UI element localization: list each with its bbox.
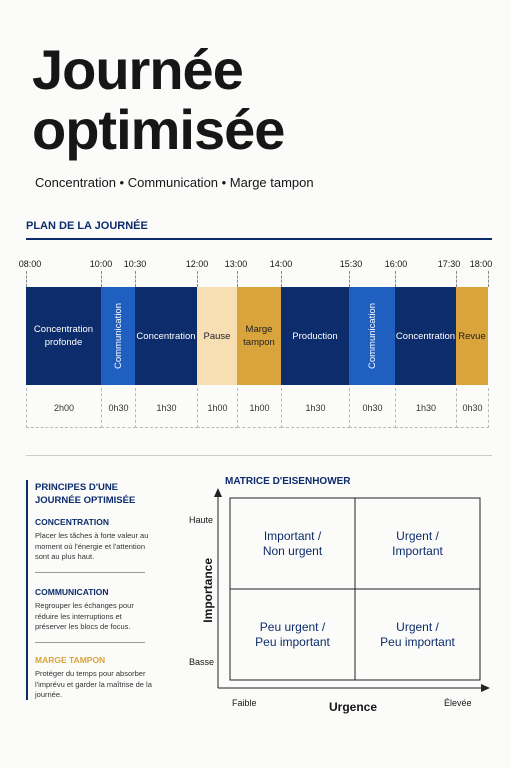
time-label: 16:00	[384, 259, 408, 269]
time-block: Concentration	[395, 287, 456, 385]
time-label: 08:00	[18, 259, 42, 269]
title: Journée optimisée	[32, 38, 285, 161]
title-line: Journée	[32, 38, 244, 101]
time-tick	[26, 271, 27, 287]
accent-line	[26, 480, 28, 700]
quadrant-label: Non urgent	[262, 543, 323, 558]
quadrant-label: Urgent /	[396, 528, 439, 543]
time-tick	[456, 271, 457, 287]
time-tick	[101, 271, 102, 287]
quadrant-label: Urgent /	[396, 619, 439, 634]
time-block: Marge tampon	[237, 287, 281, 385]
time-label: 10:30	[123, 259, 147, 269]
block-label: Pause	[203, 330, 231, 342]
time-block: Revue	[456, 287, 488, 385]
time-block: Concentration	[135, 287, 197, 385]
title-line: optimisée	[32, 98, 285, 161]
block-label: Production	[292, 330, 338, 342]
section-title: PLAN DE LA JOURNÉE	[26, 220, 148, 232]
time-tick	[281, 271, 282, 287]
time-tick	[197, 271, 198, 287]
time-label: 14:00	[269, 259, 293, 269]
quadrant-label: Peu important	[255, 634, 330, 649]
time-tick	[488, 271, 489, 287]
separator	[35, 642, 145, 643]
arrow	[481, 684, 490, 692]
time-block: Production	[281, 287, 349, 385]
time-tick	[395, 271, 396, 287]
quadrant-label: Peu important	[380, 634, 455, 649]
arrow	[214, 488, 222, 497]
block-label: Concentration	[395, 330, 456, 342]
time-block: Concentration profonde	[26, 287, 101, 385]
subtitle: Concentration • Communication • Marge ta…	[35, 175, 314, 190]
section-title: PRINCIPES D'UNE JOURNÉE OPTIMISÉE	[35, 482, 136, 506]
principle-text: Placer les tâches à forte valeur au mome…	[35, 531, 149, 561]
time-label: 17:30	[437, 259, 461, 269]
axis-label: Haute	[189, 515, 214, 525]
principle-name: COMMUNICATION	[35, 587, 109, 597]
time-label: 18:00	[469, 259, 493, 269]
time-label: 15:30	[339, 259, 363, 269]
quadrant: Urgent / Peu important	[355, 589, 480, 680]
principle-name: MARGE TAMPON	[35, 655, 106, 665]
time-label: 10:00	[89, 259, 113, 269]
axis-title: Importance	[201, 558, 215, 623]
axis-label: Élevée	[444, 698, 472, 708]
section-title: MATRICE D'EISENHOWER	[225, 476, 351, 487]
time-label: 12:00	[185, 259, 209, 269]
block-label: Revue	[458, 330, 486, 342]
block-label: Concentration	[136, 330, 196, 342]
axis-title: Urgence	[329, 700, 378, 714]
time-block: Communication	[349, 287, 395, 385]
rule	[26, 238, 492, 240]
quadrant-label: Important /	[263, 528, 322, 543]
quadrant: Peu urgent / Peu important	[230, 589, 355, 680]
principle-text: Protéger du temps pour absorber l'imprév…	[35, 669, 152, 699]
block-duration: 0h30	[456, 388, 489, 428]
axis-label: Faible	[232, 698, 257, 708]
quadrant: Urgent / Important	[355, 498, 480, 589]
time-label: 13:00	[224, 259, 248, 269]
time-tick	[237, 271, 238, 287]
time-block: Communication	[101, 287, 135, 385]
block-label: Concentration profonde	[33, 324, 94, 348]
quadrant-label: Peu urgent /	[259, 619, 326, 634]
quadrant: Important / Non urgent	[230, 498, 355, 589]
time-tick	[135, 271, 136, 287]
principle-name: CONCENTRATION	[35, 517, 109, 527]
time-tick	[349, 271, 350, 287]
axis-label: Basse	[189, 657, 215, 667]
rule	[26, 455, 492, 456]
quadrant-label: Important	[392, 543, 443, 558]
separator	[35, 572, 145, 573]
time-block: Pause	[197, 287, 237, 385]
block-label: Marge tampon	[243, 324, 275, 348]
principle-text: Regrouper les échanges pour réduire les …	[35, 601, 134, 631]
